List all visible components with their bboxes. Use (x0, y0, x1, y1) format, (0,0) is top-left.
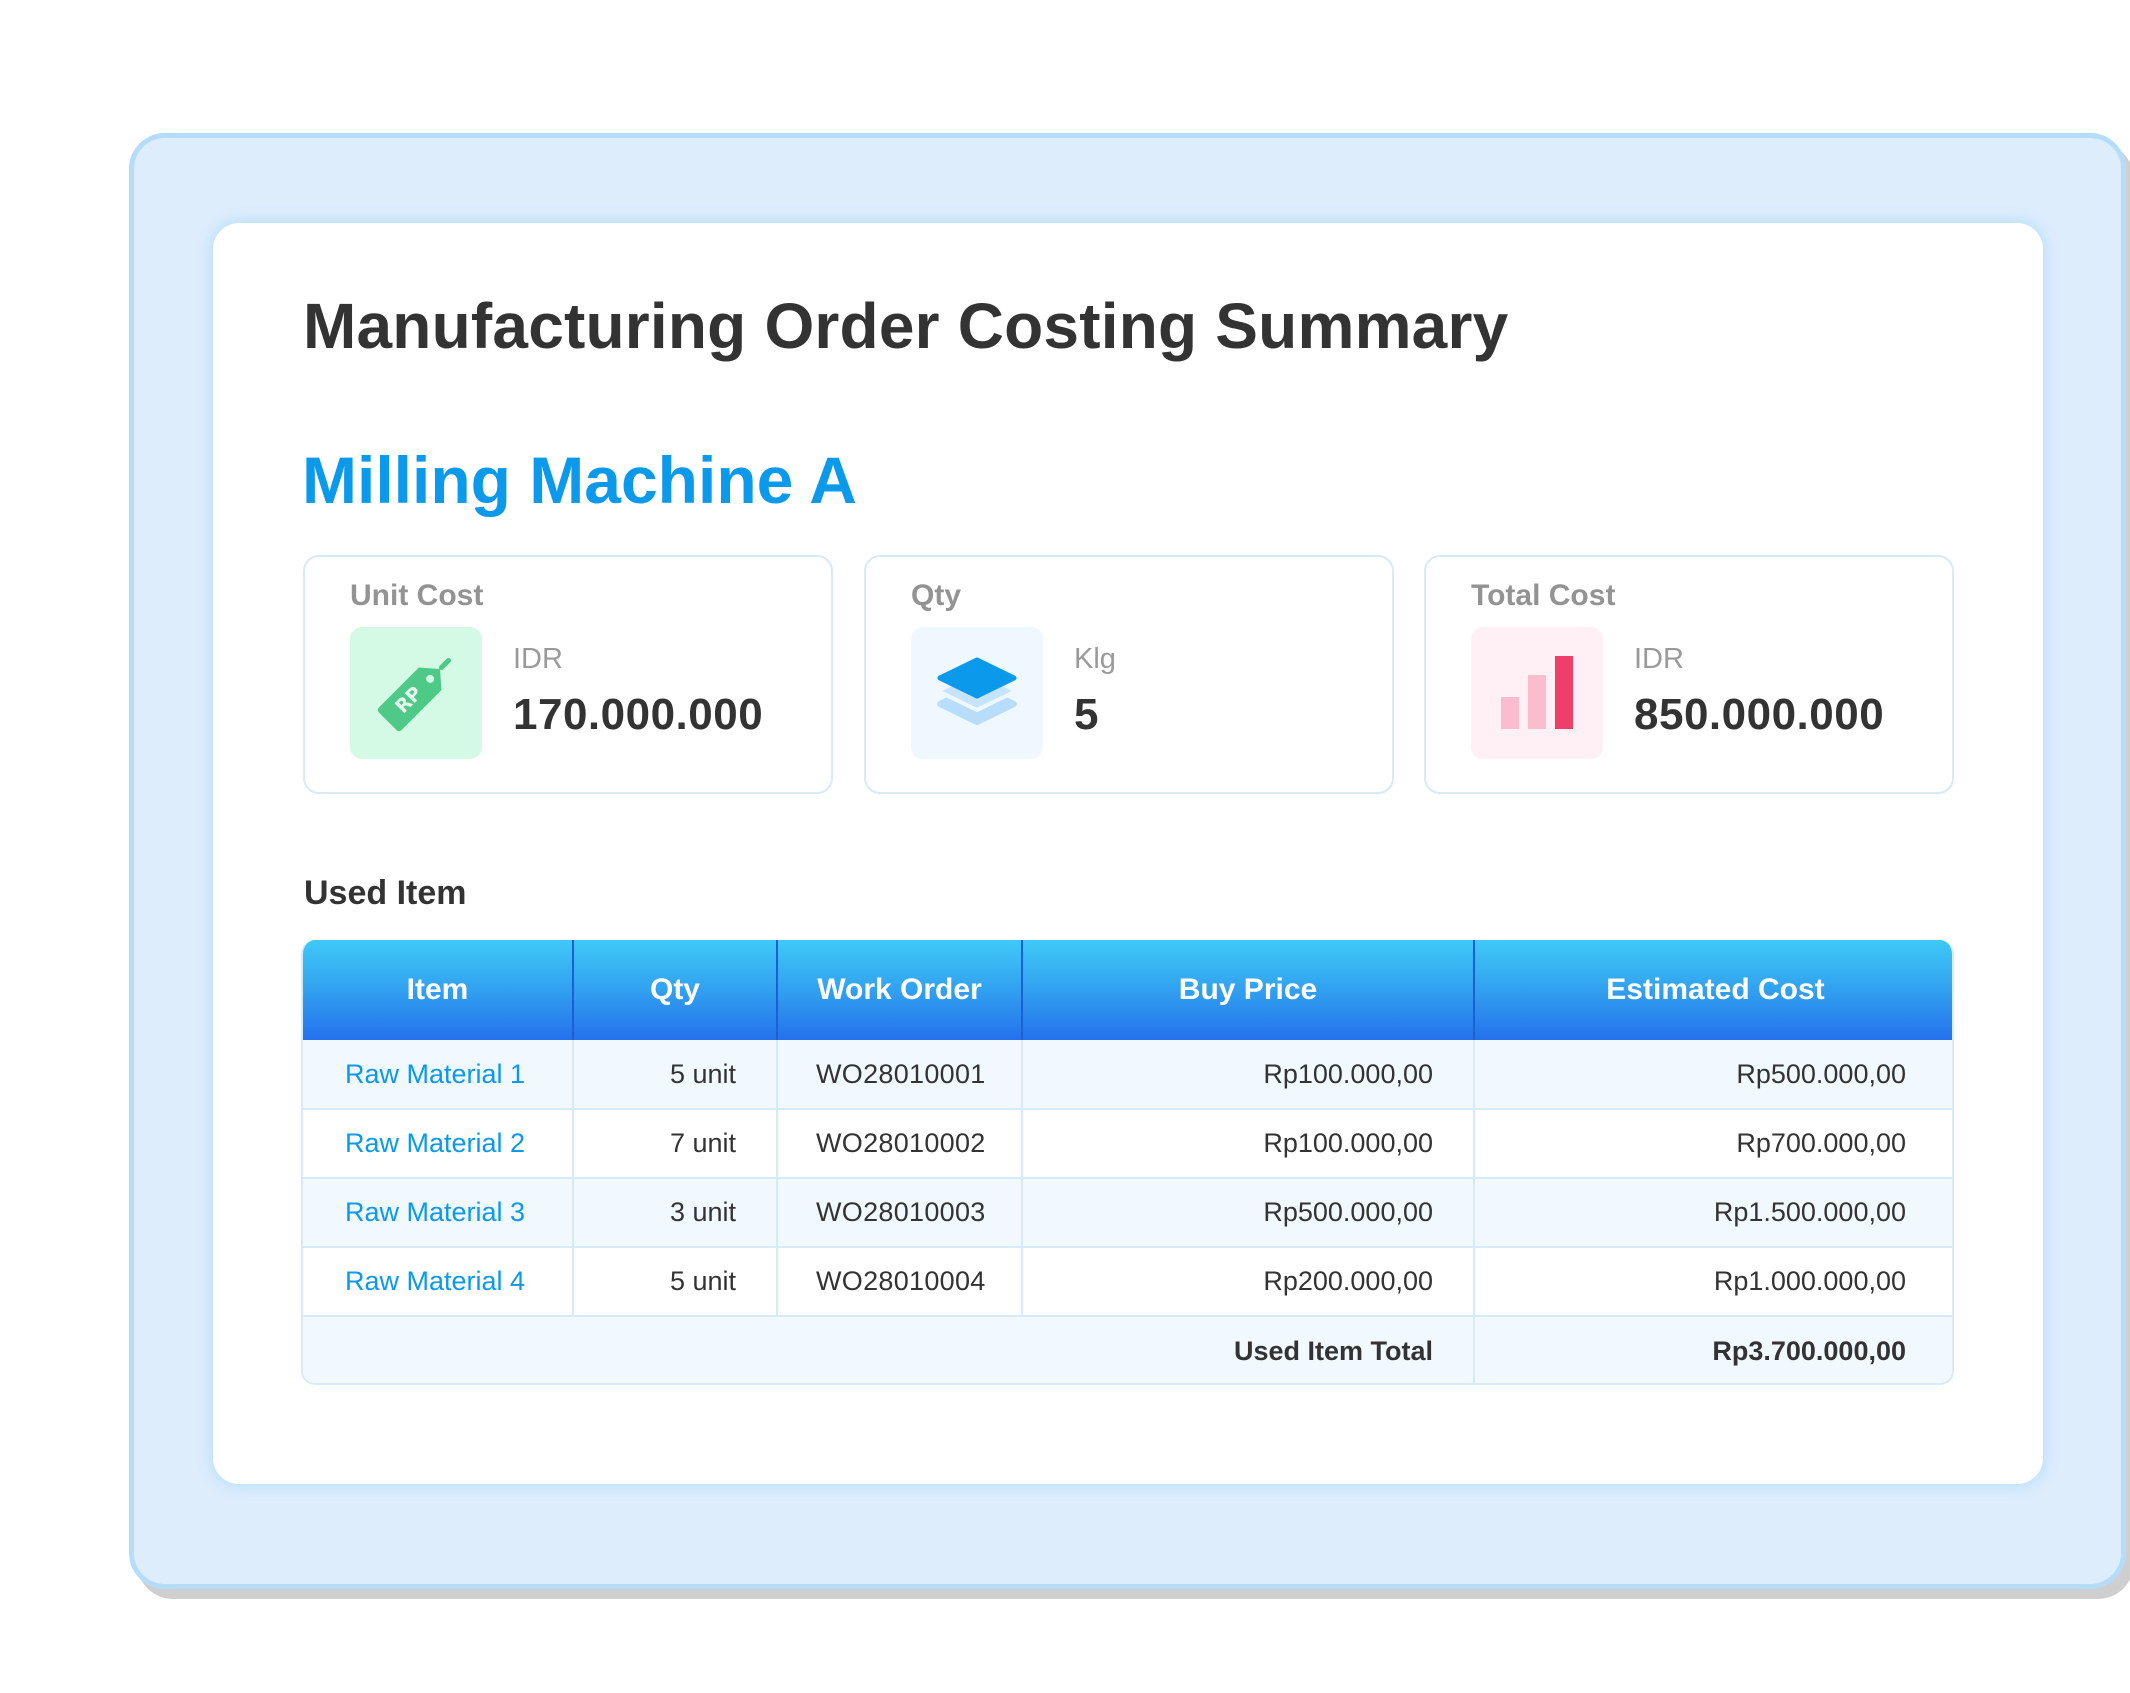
column-header-work-order[interactable]: Work Order (777, 940, 1023, 1040)
column-header-buy-price[interactable]: Buy Price (1022, 940, 1475, 1040)
estimated-cost-cell: Rp700.000,00 (1474, 1109, 1952, 1179)
estimated-cost-cell: Rp1.500.000,00 (1474, 1178, 1952, 1248)
buy-price-cell: Rp100.000,00 (1022, 1109, 1475, 1179)
work-order-cell: WO28010002 (777, 1109, 1023, 1179)
work-order-cell: WO28010004 (777, 1247, 1023, 1317)
table-row: Raw Material 1 5 unit WO28010001 Rp100.0… (303, 1040, 1952, 1110)
column-header-item[interactable]: Item (303, 940, 574, 1040)
qty-cell: 7 unit (573, 1109, 778, 1179)
buy-price-cell: Rp200.000,00 (1022, 1247, 1475, 1317)
estimated-cost-cell: Rp1.000.000,00 (1474, 1247, 1952, 1317)
work-order-cell: WO28010001 (777, 1040, 1023, 1110)
qty-cell: 5 unit (573, 1247, 778, 1317)
qty-cell: 3 unit (573, 1178, 778, 1248)
page-title: Manufacturing Order Costing Summary (303, 290, 1509, 362)
table-row: Raw Material 2 7 unit WO28010002 Rp100.0… (303, 1109, 1952, 1179)
layers-icon (911, 627, 1043, 759)
table-row: Raw Material 4 5 unit WO28010004 Rp200.0… (303, 1247, 1952, 1317)
column-header-estimated-cost[interactable]: Estimated Cost (1606, 973, 1825, 1006)
used-item-total-value: Rp3.700.000,00 (1712, 1335, 1906, 1366)
total-cost-value: 850.000.000 (1634, 690, 1885, 739)
qty-value: 5 (1074, 690, 1099, 739)
table-row: Raw Material 3 3 unit WO28010003 Rp500.0… (303, 1178, 1952, 1248)
qty-cell: 5 unit (573, 1040, 778, 1110)
stat-card-total-cost: Total Cost IDR 850.000.000 (1424, 555, 1954, 794)
used-item-heading: Used Item (304, 874, 467, 912)
buy-price-cell: Rp500.000,00 (1022, 1178, 1475, 1248)
unit-cost-value: 170.000.000 (513, 690, 764, 739)
used-item-table: Item Qty Work Order Buy Price Estimated … (301, 940, 1954, 1385)
work-order-cell: WO28010003 (777, 1178, 1023, 1248)
stat-card-qty: Qty Klg 5 (864, 555, 1394, 794)
unit-label: IDR (1634, 643, 1684, 675)
buy-price-cell: Rp100.000,00 (1022, 1040, 1475, 1110)
price-tag-rp-icon: RP (350, 627, 482, 759)
item-link[interactable]: Raw Material 1 (303, 1040, 574, 1110)
used-item-total-label: Used Item Total (303, 1316, 1475, 1383)
stat-label: Unit Cost (350, 579, 484, 612)
item-link[interactable]: Raw Material 2 (303, 1109, 574, 1179)
column-header-qty[interactable]: Qty (573, 940, 778, 1040)
machine-name: Milling Machine A (302, 443, 857, 517)
unit-label: IDR (513, 643, 563, 675)
unit-label: Klg (1074, 643, 1116, 675)
table-header-row: Item Qty Work Order Buy Price Estimated … (303, 940, 1952, 1040)
item-link[interactable]: Raw Material 4 (303, 1247, 574, 1317)
stat-card-unit-cost: Unit Cost RP IDR 170.000.000 (303, 555, 833, 794)
table-total-row: Used Item Total Rp3.700.000,00 (303, 1316, 1952, 1383)
item-link[interactable]: Raw Material 3 (303, 1178, 574, 1248)
bar-chart-icon (1471, 627, 1603, 759)
estimated-cost-cell: Rp500.000,00 (1474, 1040, 1952, 1110)
stat-label: Total Cost (1471, 579, 1616, 612)
stat-label: Qty (911, 579, 962, 612)
